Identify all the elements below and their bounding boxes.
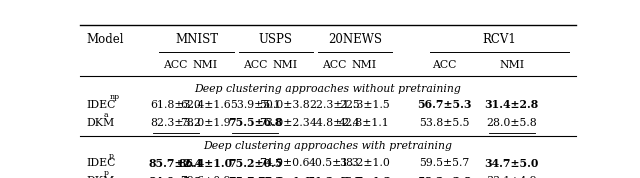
Text: 51.2±2.8: 51.2±2.8: [307, 176, 362, 178]
Text: 33.1±4.9: 33.1±4.9: [486, 176, 537, 178]
Text: NMI: NMI: [499, 59, 524, 70]
Text: 40.5±1.3: 40.5±1.3: [309, 158, 360, 168]
Text: Deep clustering approaches with pretraining: Deep clustering approaches with pretrain…: [204, 141, 452, 151]
Text: 53.8±5.5: 53.8±5.5: [419, 118, 470, 128]
Text: 50.0±3.8: 50.0±3.8: [259, 100, 310, 110]
Text: p: p: [104, 169, 109, 177]
Text: MNIST: MNIST: [175, 33, 218, 46]
Text: 34.7±5.0: 34.7±5.0: [484, 158, 539, 169]
Text: 75.5±6.8: 75.5±6.8: [228, 117, 282, 128]
Text: 79.6±0.9: 79.6±0.9: [180, 176, 231, 178]
Text: 77.6±1.1: 77.6±1.1: [257, 176, 312, 178]
Text: IDEC: IDEC: [86, 158, 115, 168]
Text: NMI: NMI: [351, 59, 377, 70]
Text: 42.8±1.1: 42.8±1.1: [339, 118, 390, 128]
Text: 22.3±1.5: 22.3±1.5: [309, 100, 360, 110]
Text: ACC: ACC: [243, 59, 268, 70]
Text: 56.7±5.3: 56.7±5.3: [417, 100, 472, 111]
Text: 73.0±2.3: 73.0±2.3: [259, 118, 310, 128]
Text: p: p: [109, 152, 115, 160]
Text: DKM: DKM: [86, 118, 114, 128]
Text: 53.9±5.1: 53.9±5.1: [230, 100, 280, 110]
Text: 75.2±0.5: 75.2±0.5: [228, 158, 282, 169]
Text: 20NEWS: 20NEWS: [328, 33, 382, 46]
Text: 28.0±5.8: 28.0±5.8: [486, 118, 537, 128]
Text: ACC: ACC: [164, 59, 188, 70]
Text: NMI: NMI: [193, 59, 218, 70]
Text: 58.3±3.8: 58.3±3.8: [417, 176, 472, 178]
Text: 82.3±3.2: 82.3±3.2: [150, 118, 201, 128]
Text: 61.8±3.0: 61.8±3.0: [150, 100, 201, 110]
Text: DKM: DKM: [86, 176, 114, 178]
Text: 75.7±1.3: 75.7±1.3: [228, 176, 282, 178]
Text: 84.0±2.2: 84.0±2.2: [148, 176, 203, 178]
Text: 22.3±1.5: 22.3±1.5: [339, 100, 390, 110]
Text: NMI: NMI: [272, 59, 298, 70]
Text: a: a: [104, 111, 109, 119]
Text: 62.4±1.6: 62.4±1.6: [180, 100, 231, 110]
Text: 46.7±1.2: 46.7±1.2: [337, 176, 391, 178]
Text: USPS: USPS: [259, 33, 293, 46]
Text: 59.5±5.7: 59.5±5.7: [419, 158, 470, 168]
Text: 74.9±0.6: 74.9±0.6: [260, 158, 310, 168]
Text: RCV1: RCV1: [483, 33, 516, 46]
Text: ACC: ACC: [323, 59, 347, 70]
Text: IDEC: IDEC: [86, 100, 115, 110]
Text: ACC: ACC: [433, 59, 457, 70]
Text: 38.2±1.0: 38.2±1.0: [339, 158, 390, 168]
Text: Model: Model: [86, 33, 124, 46]
Text: 85.7±2.4: 85.7±2.4: [148, 158, 203, 169]
Text: 44.8±2.4: 44.8±2.4: [309, 118, 360, 128]
Text: 31.4±2.8: 31.4±2.8: [484, 100, 539, 111]
Text: Deep clustering approaches without pretraining: Deep clustering approaches without pretr…: [195, 83, 461, 93]
Text: np: np: [109, 93, 120, 101]
Text: 86.4±1.0: 86.4±1.0: [179, 158, 232, 169]
Text: 78.0±1.9: 78.0±1.9: [180, 118, 231, 128]
